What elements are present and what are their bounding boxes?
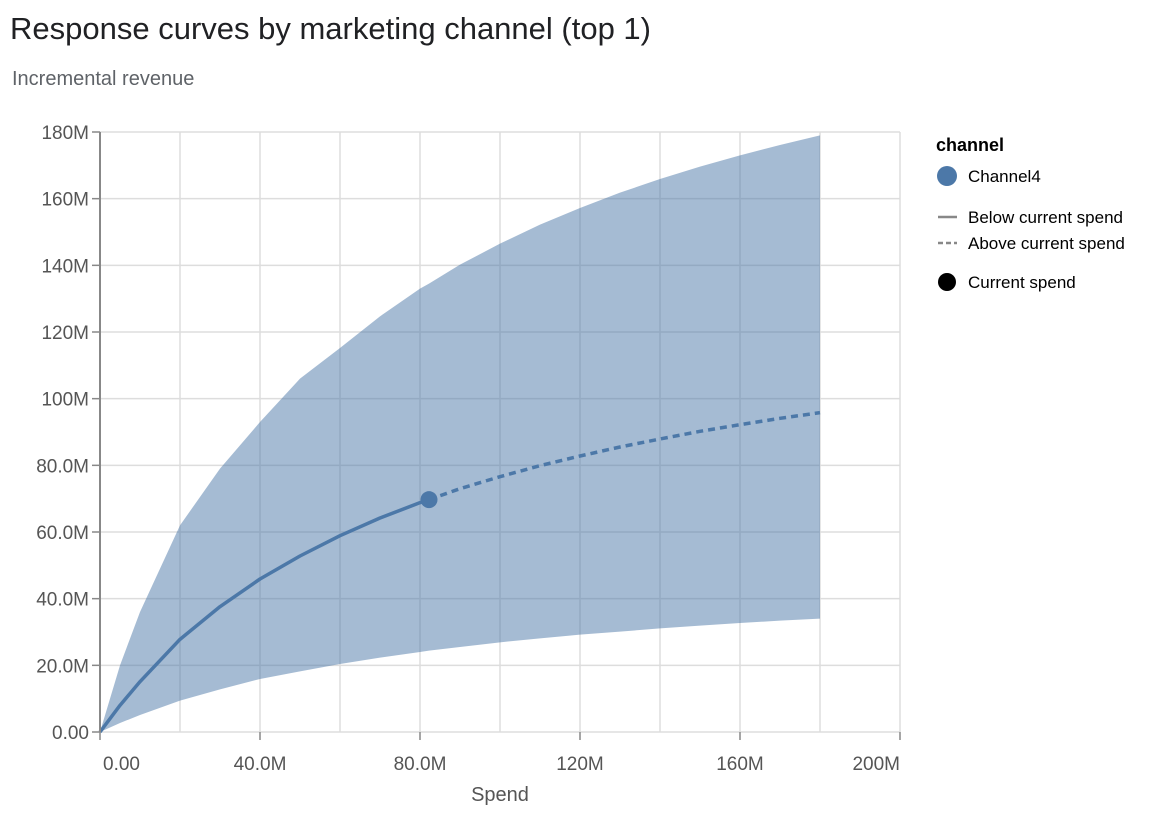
x-tick-label: 160M xyxy=(716,754,764,775)
current-spend-point xyxy=(420,491,438,509)
x-tick-label: 40.0M xyxy=(234,754,287,775)
below-current-spend-line xyxy=(98,498,430,734)
y-tick-label: 160M xyxy=(41,190,89,211)
axes: 0.00 20.0M 40.0M 60.0M 80.0M 100M 120M 140M 160M… xyxy=(36,123,901,775)
x-tick-label: 0.00 xyxy=(103,754,140,775)
plot-marks xyxy=(98,135,821,734)
legend: channel Channel4 Below current spend Abo… xyxy=(936,135,1125,292)
legend-channel4-symbol xyxy=(937,166,957,186)
y-tick-label: 20.0M xyxy=(36,656,89,677)
y-tick-label: 100M xyxy=(41,390,89,411)
legend-channel4-label: Channel4 xyxy=(968,167,1041,186)
legend-title: channel xyxy=(936,135,1004,155)
y-tick-label: 140M xyxy=(41,256,89,277)
y-tick-label: 80.0M xyxy=(36,456,89,477)
x-tick-label: 200M xyxy=(852,754,900,775)
x-axis-title: Spend xyxy=(471,784,529,806)
chart-title: Response curves by marketing channel (to… xyxy=(10,11,651,46)
legend-current-spend-symbol xyxy=(938,273,956,291)
y-tick-label: 0.00 xyxy=(52,723,89,744)
y-tick-label: 120M xyxy=(41,323,89,344)
legend-current-spend-label: Current spend xyxy=(968,273,1076,292)
chart-subtitle: Incremental revenue xyxy=(12,68,194,90)
x-tick-label: 120M xyxy=(556,754,604,775)
y-tick-label: 60.0M xyxy=(36,523,89,544)
legend-above-label: Above current spend xyxy=(968,234,1125,253)
confidence-band xyxy=(100,135,820,733)
x-tick-label: 80.0M xyxy=(394,754,447,775)
above-current-spend-line xyxy=(428,410,821,502)
y-tick-label: 40.0M xyxy=(36,590,89,611)
legend-below-label: Below current spend xyxy=(968,208,1123,227)
y-tick-label: 180M xyxy=(41,123,89,144)
